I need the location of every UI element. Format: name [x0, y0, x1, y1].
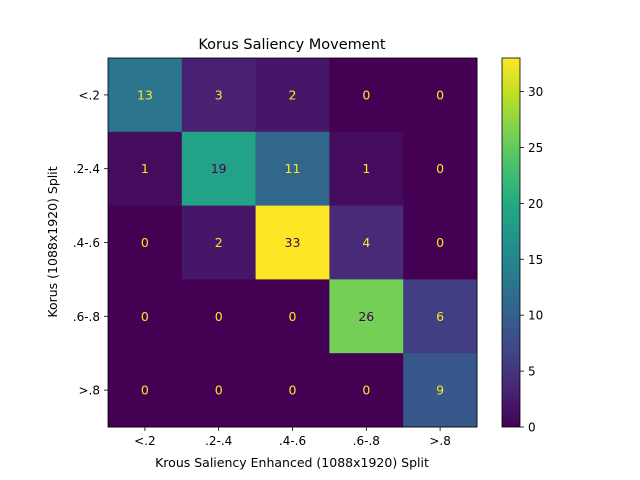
cell-value-label: 6	[436, 309, 444, 324]
cell-value-label: 11	[285, 161, 301, 176]
x-axis: <.2 .2-.4 .4-.6 .6-.8 >.8	[134, 427, 451, 448]
cell-value-label: 0	[436, 87, 444, 102]
cell-value-label: 19	[211, 161, 227, 176]
cell-value-label: 0	[362, 383, 370, 398]
heatmap-cell	[329, 131, 404, 207]
cell-value-label: 0	[215, 383, 223, 398]
cell-value-label: 0	[141, 383, 149, 398]
heatmap-cell	[403, 58, 478, 133]
heatmap-cell	[108, 279, 183, 354]
heatmap-cell	[108, 131, 183, 207]
cell-value-label: 4	[362, 235, 370, 250]
y-tick-label: .4-.6	[73, 236, 100, 250]
cell-value-label: 0	[141, 309, 149, 324]
heatmap-cell	[181, 205, 257, 280]
heatmap-cell	[329, 205, 404, 280]
colorbar	[501, 57, 521, 428]
cell-value-label: 26	[358, 309, 374, 324]
y-tick-label: .6-.8	[73, 310, 100, 324]
cell-value-label: 1	[141, 161, 149, 176]
heatmap-cell	[255, 279, 330, 354]
x-tick-label: >.8	[429, 434, 451, 448]
cell-value-label: 2	[215, 235, 223, 250]
colorbar-tick-label: 10	[528, 309, 543, 323]
x-tick-label: .4-.6	[279, 434, 306, 448]
heatmap-cell	[181, 131, 257, 207]
cell-value-label: 0	[289, 309, 297, 324]
chart-title: Korus Saliency Movement	[198, 37, 386, 53]
x-tick-label: .2-.4	[205, 434, 232, 448]
heatmap-cell	[403, 205, 478, 280]
cell-value-label: 9	[436, 383, 444, 398]
cell-value-label: 13	[137, 87, 153, 102]
y-tick-label: >.8	[78, 384, 100, 398]
colorbar-tick-label: 0	[528, 421, 536, 435]
heatmap-cell	[108, 58, 183, 133]
heatmap-cell	[329, 353, 404, 428]
heatmap-cells	[107, 57, 478, 428]
heatmap-cell	[181, 353, 257, 428]
heatmap-cell	[329, 279, 404, 354]
cell-value-label: 0	[215, 309, 223, 324]
x-axis-label: Krous Saliency Enhanced (1088x1920) Spli…	[155, 455, 429, 470]
colorbar-tick-label: 20	[528, 197, 543, 211]
heatmap-cell	[108, 205, 183, 280]
cell-value-label: 0	[436, 235, 444, 250]
heatmap-cell	[403, 279, 478, 354]
heatmap-cell	[181, 58, 257, 133]
heatmap-cell-labels: 13 3 2 0 01 19 11 1 00 2 33 4 00 0 0 26 60 0 0 0 9	[137, 87, 444, 397]
heatmap-cell	[108, 353, 183, 428]
cell-value-label: 2	[289, 87, 297, 102]
cell-value-label: 0	[141, 235, 149, 250]
heatmap-cell	[255, 131, 330, 207]
heatmap-cell	[329, 58, 404, 133]
y-axis: <.2 .2-.4 .4-.6 .6-.8 >.8	[73, 88, 108, 398]
cell-value-label: 33	[285, 235, 301, 250]
heatmap-cell	[255, 353, 330, 428]
heatmap-cell	[255, 205, 330, 280]
y-tick-label: <.2	[78, 88, 100, 102]
colorbar-tick-label: 15	[528, 253, 543, 267]
cell-value-label: 0	[436, 161, 444, 176]
heatmap-cell	[403, 353, 478, 428]
x-tick-label: <.2	[134, 434, 156, 448]
cell-value-label: 3	[215, 87, 223, 102]
y-tick-label: .2-.4	[73, 162, 100, 176]
cell-value-label: 0	[289, 383, 297, 398]
heatmap-cell	[255, 58, 330, 133]
colorbar-tick-label: 5	[528, 365, 536, 379]
x-tick-label: .6-.8	[353, 434, 380, 448]
y-axis-label: Korus (1088x1920) Split	[45, 166, 60, 317]
cell-value-label: 0	[362, 87, 370, 102]
colorbar-tick-label: 25	[528, 141, 543, 155]
heatmap-cell	[181, 279, 257, 354]
colorbar-tick-label: 30	[528, 85, 543, 99]
colorbar-ticks: 0 5 10 15 20 25 30	[520, 85, 543, 435]
cell-value-label: 1	[362, 161, 370, 176]
heatmap-cell	[403, 131, 478, 207]
